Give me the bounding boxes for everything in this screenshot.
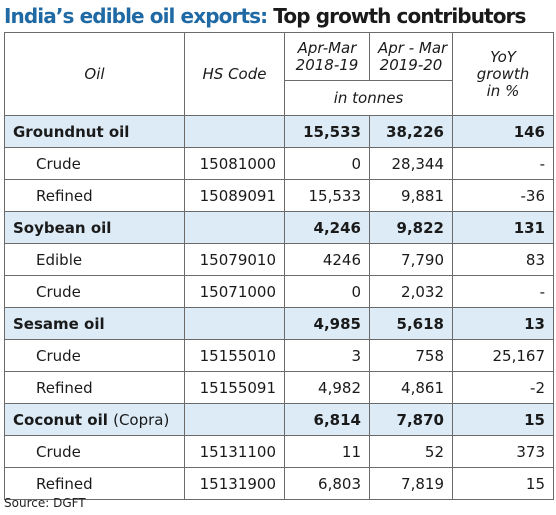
table-row: Crude 15081000 0 28,344- (4, 147, 554, 180)
header-year-2-line-1: Apr - Mar (378, 38, 448, 57)
hs-code: 15131900 (184, 467, 285, 500)
page-title: India’s edible oil exports: Top growth c… (4, 3, 554, 29)
value-2019-20: 9,822 (369, 211, 453, 244)
value-2019-20: 52 (369, 435, 453, 468)
hs-code: 15131100 (184, 435, 285, 468)
group-row: Groundnut oil 15,533 38,226 146 (4, 115, 554, 148)
variant-name: Crude (4, 147, 185, 180)
value-2019-20: 9,881 (369, 179, 453, 212)
variant-name: Edible (4, 243, 185, 276)
table-row: Crude 15155010 3 758 25,167 (4, 339, 554, 372)
value-2018-19: 4,985 (284, 307, 370, 340)
exports-table: Oil HS Code Apr-Mar 2018-19 Apr - Mar 20… (4, 32, 554, 500)
value-2018-19: 4246 (284, 243, 370, 276)
hs-code: 15155010 (184, 339, 285, 372)
header-hs-code: HS Code (184, 32, 285, 116)
value-2019-20: 28,344 (369, 147, 453, 180)
oil-name-text: Soybean oil (13, 218, 112, 237)
table-row: Crude 15131100 11 52 373 (4, 435, 554, 468)
value-2018-19: 3 (284, 339, 370, 372)
value-2018-19: 6,814 (284, 403, 370, 436)
variant-name: Refined (4, 371, 185, 404)
group-row: Coconut oil (Copra) 6,814 7,870 15 (4, 403, 554, 436)
table-row: Edible 15079010 4246 7,790 83 (4, 243, 554, 276)
value-2018-19: 4,246 (284, 211, 370, 244)
hs-code: 15071000 (184, 275, 285, 308)
variant-name: Crude (4, 339, 185, 372)
value-2018-19: 15,533 (284, 115, 370, 148)
table-row: Refined 15131900 6,803 7,819 15 (4, 467, 554, 500)
yoy-growth: 146 (452, 115, 554, 148)
yoy-growth: 373 (452, 435, 554, 468)
oil-name: Coconut oil (Copra) (4, 403, 185, 436)
yoy-growth: 13 (452, 307, 554, 340)
table-row: Crude 15071000 0 2,032- (4, 275, 554, 308)
header-year-1: Apr-Mar 2018-19 (284, 32, 370, 81)
value-2019-20: 7,819 (369, 467, 453, 500)
table-row: Refined 15155091 4,982 4,861 -2 (4, 371, 554, 404)
value-2019-20: 4,861 (369, 371, 453, 404)
hs-code: 15079010 (184, 243, 285, 276)
hs-code: 15155091 (184, 371, 285, 404)
oil-name: Soybean oil (4, 211, 185, 244)
value-2018-19: 0 (284, 147, 370, 180)
hs-code-cell (184, 403, 285, 436)
oil-name-suffix: (Copra) (113, 410, 170, 429)
value-2019-20: 7,870 (369, 403, 453, 436)
header-year-1-line-2: 2018-19 (295, 55, 359, 74)
header-yoy: YoY growth in % (452, 32, 554, 116)
yoy-growth: 83 (452, 243, 554, 276)
value-2019-20: 758 (369, 339, 453, 372)
hs-code-cell (184, 115, 285, 148)
group-row: Soybean oil 4,246 9,822 131 (4, 211, 554, 244)
yoy-growth: 131 (452, 211, 554, 244)
value-2019-20: 7,790 (369, 243, 453, 276)
value-2018-19: 4,982 (284, 371, 370, 404)
value-2019-20: 38,226 (369, 115, 453, 148)
yoy-growth: 15 (452, 467, 554, 500)
source-note: Source: DGFT (4, 496, 86, 510)
hs-code: 15081000 (184, 147, 285, 180)
variant-name: Refined (4, 467, 185, 500)
hs-code-cell (184, 307, 285, 340)
yoy-growth: 25,167 (452, 339, 554, 372)
title-highlight: India’s edible oil exports: (4, 4, 268, 28)
header-unit: in tonnes (284, 80, 453, 116)
value-2018-19: 0 (284, 275, 370, 308)
header-year-2: Apr - Mar 2019-20 (369, 32, 453, 81)
yoy-growth: -2 (452, 371, 554, 404)
group-row: Sesame oil 4,985 5,618 13 (4, 307, 554, 340)
header-year-1-line-1: Apr-Mar (297, 38, 357, 57)
title-subtitle: Top growth contributors (273, 4, 526, 28)
oil-name: Groundnut oil (4, 115, 185, 148)
header-yoy-line-1: YoY (490, 47, 516, 66)
value-2018-19: 11 (284, 435, 370, 468)
header-year-2-line-2: 2019-20 (379, 55, 443, 74)
yoy-growth: 15 (452, 403, 554, 436)
yoy-growth: -36 (452, 179, 554, 212)
header-yoy-line-3: in % (486, 81, 520, 100)
variant-name: Crude (4, 275, 185, 308)
value-2018-19: 15,533 (284, 179, 370, 212)
yoy-growth: - (452, 147, 554, 180)
yoy-growth: - (452, 275, 554, 308)
oil-name-text: Sesame oil (13, 314, 105, 333)
header-oil: Oil (4, 32, 185, 116)
variant-name: Crude (4, 435, 185, 468)
value-2019-20: 2,032 (369, 275, 453, 308)
hs-code-cell (184, 211, 285, 244)
header-unit-row: in tonnes (5, 80, 554, 116)
value-2019-20: 5,618 (369, 307, 453, 340)
hs-code: 15089091 (184, 179, 285, 212)
value-2018-19: 6,803 (284, 467, 370, 500)
header-yoy-line-2: growth (476, 64, 530, 83)
variant-name: Refined (4, 179, 185, 212)
header-row: Oil HS Code Apr-Mar 2018-19 Apr - Mar 20… (4, 32, 554, 116)
oil-name: Sesame oil (4, 307, 185, 340)
table-row: Refined 15089091 15,533 9,881 -36 (4, 179, 554, 212)
oil-name-text: Groundnut oil (13, 122, 130, 141)
oil-name-text: Coconut oil (13, 410, 108, 429)
